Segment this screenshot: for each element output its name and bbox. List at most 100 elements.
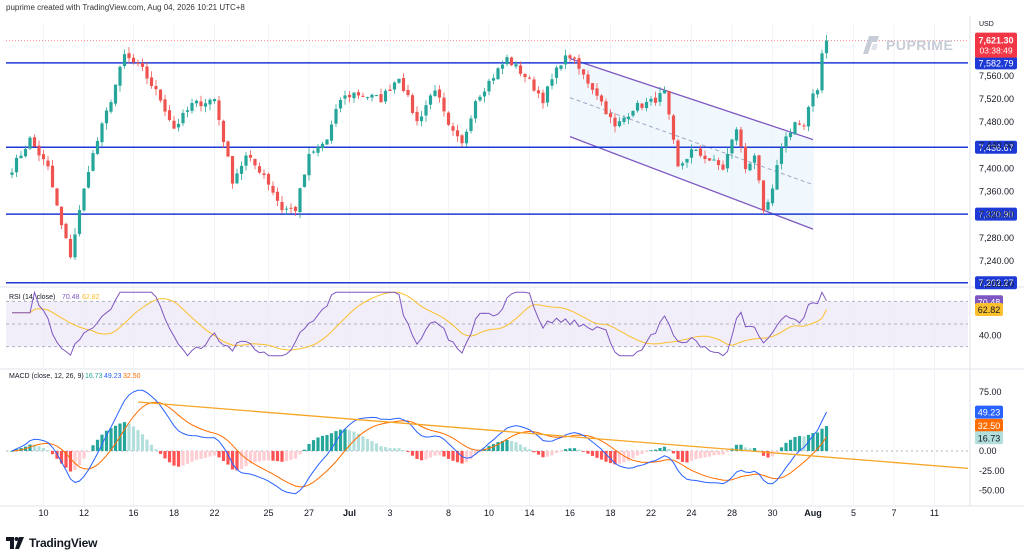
level-label-0: 7,582.79 bbox=[978, 58, 1013, 68]
candle-body bbox=[77, 210, 82, 234]
rsi-ma-tag-bg bbox=[975, 302, 1003, 316]
macd-histogram-bar bbox=[82, 451, 86, 459]
level-label-2-bg bbox=[975, 207, 1017, 221]
candle-body bbox=[676, 140, 680, 167]
macd-histogram-bar bbox=[572, 448, 577, 452]
macd-histogram-bar bbox=[644, 451, 649, 453]
macd-histogram-bar bbox=[145, 439, 149, 452]
macd-tick-label: 0.00 bbox=[979, 446, 997, 456]
price-tick-label: 7,560.00 bbox=[979, 71, 1014, 81]
macd-histogram-bar bbox=[415, 451, 419, 459]
level-label-2: 7,320.90 bbox=[978, 210, 1013, 220]
tradingview-logo-icon bbox=[6, 537, 24, 549]
macd-histogram-bar bbox=[370, 441, 374, 452]
macd-histogram-bar bbox=[280, 451, 284, 462]
candle-body bbox=[595, 88, 599, 96]
candle-body bbox=[113, 84, 118, 104]
current-price-value: 7,621.30 bbox=[978, 36, 1013, 46]
macd-histogram-tag-bg bbox=[975, 431, 1003, 445]
candle-body bbox=[644, 101, 649, 109]
macd-histogram-bar bbox=[784, 442, 788, 452]
macd-histogram-bar bbox=[212, 451, 217, 456]
level-label-3-bg bbox=[975, 276, 1017, 290]
candle-body bbox=[689, 149, 694, 158]
candle-body bbox=[194, 100, 199, 104]
x-tick-label: 24 bbox=[686, 508, 696, 518]
macd-histogram-bar bbox=[455, 451, 460, 463]
macd-histogram-bar bbox=[811, 433, 815, 452]
candle-body bbox=[325, 139, 329, 145]
macd-histogram-bar bbox=[536, 451, 541, 455]
candle-body bbox=[469, 118, 473, 132]
macd-histogram-bar bbox=[586, 451, 590, 454]
macd-histogram-bar bbox=[631, 451, 635, 459]
candle-body bbox=[140, 63, 145, 67]
current-price-tag-bg bbox=[975, 32, 1017, 58]
candle-body bbox=[154, 86, 158, 90]
macd-trendline bbox=[137, 401, 969, 470]
macd-histogram-bar bbox=[550, 451, 554, 456]
macd-histogram-bar bbox=[662, 446, 667, 452]
macd-line bbox=[11, 389, 827, 495]
macd-histogram-bar bbox=[374, 443, 379, 452]
candle-body bbox=[82, 188, 86, 211]
candle-body bbox=[721, 164, 725, 170]
candle-body bbox=[572, 57, 577, 59]
macd-histogram-bar bbox=[473, 451, 478, 456]
candle-body bbox=[379, 94, 383, 103]
price-tick-label: 7,480.00 bbox=[979, 117, 1014, 127]
price-tick-label: 7,240.00 bbox=[979, 256, 1014, 266]
rsi-ma-tag: 62.82 bbox=[978, 305, 1001, 315]
macd-histogram-bar bbox=[284, 451, 289, 462]
candle-body bbox=[14, 157, 19, 173]
macd-histogram-bar bbox=[325, 434, 329, 452]
macd-histogram-bar bbox=[122, 422, 127, 452]
candle-body bbox=[334, 109, 338, 124]
macd-histogram-bar bbox=[527, 449, 532, 452]
candle-body bbox=[824, 40, 829, 54]
candle-body bbox=[181, 112, 185, 124]
candle-body bbox=[50, 165, 55, 188]
macd-histogram-bar bbox=[577, 449, 581, 452]
candle-body bbox=[698, 148, 703, 156]
x-tick-label: 18 bbox=[169, 508, 179, 518]
candle-body bbox=[577, 58, 581, 69]
candle-body bbox=[599, 95, 604, 102]
macd-line-tag: 49.23 bbox=[978, 408, 1001, 418]
candle-body bbox=[239, 165, 244, 174]
candle-body bbox=[302, 174, 307, 187]
macd-histogram-bar bbox=[667, 448, 671, 452]
macd-histogram-bar bbox=[28, 444, 32, 452]
macd-histogram-bar bbox=[770, 451, 775, 457]
macd-histogram-bar bbox=[257, 451, 262, 462]
candle-body bbox=[127, 53, 131, 59]
macd-histogram-bar bbox=[491, 444, 496, 452]
price-tick-label: 7,280.00 bbox=[979, 233, 1014, 243]
candle-body bbox=[478, 96, 482, 101]
macd-histogram-bar bbox=[50, 451, 55, 455]
candle-body bbox=[185, 110, 190, 112]
candle-body bbox=[581, 69, 586, 75]
macd-histogram-bar bbox=[203, 451, 208, 458]
x-tick-label: 12 bbox=[79, 508, 89, 518]
price-tick-label: 7,400.00 bbox=[979, 163, 1014, 173]
candle-body bbox=[694, 149, 698, 151]
candle-body bbox=[320, 143, 325, 149]
price-tick-label: 7,440.00 bbox=[979, 140, 1014, 150]
macd-histogram-bar bbox=[127, 423, 131, 452]
candle-body bbox=[86, 172, 91, 188]
macd-histogram-bar bbox=[100, 434, 104, 452]
candle-body bbox=[388, 89, 392, 91]
macd-histogram-bar bbox=[392, 448, 397, 452]
macd-histogram-bar bbox=[109, 428, 113, 452]
macd-histogram-bar bbox=[815, 432, 820, 452]
candle-body bbox=[32, 137, 37, 147]
macd-legend-signal-value: 32.50 bbox=[123, 373, 141, 380]
macd-histogram-bar bbox=[568, 448, 572, 452]
rsi-legend-ma-value: 62.82 bbox=[82, 294, 100, 301]
currency-label: USD bbox=[979, 21, 994, 28]
candle-body bbox=[437, 89, 442, 98]
tradingview-logo-text: TradingView bbox=[29, 536, 98, 550]
candle-body bbox=[563, 55, 568, 65]
